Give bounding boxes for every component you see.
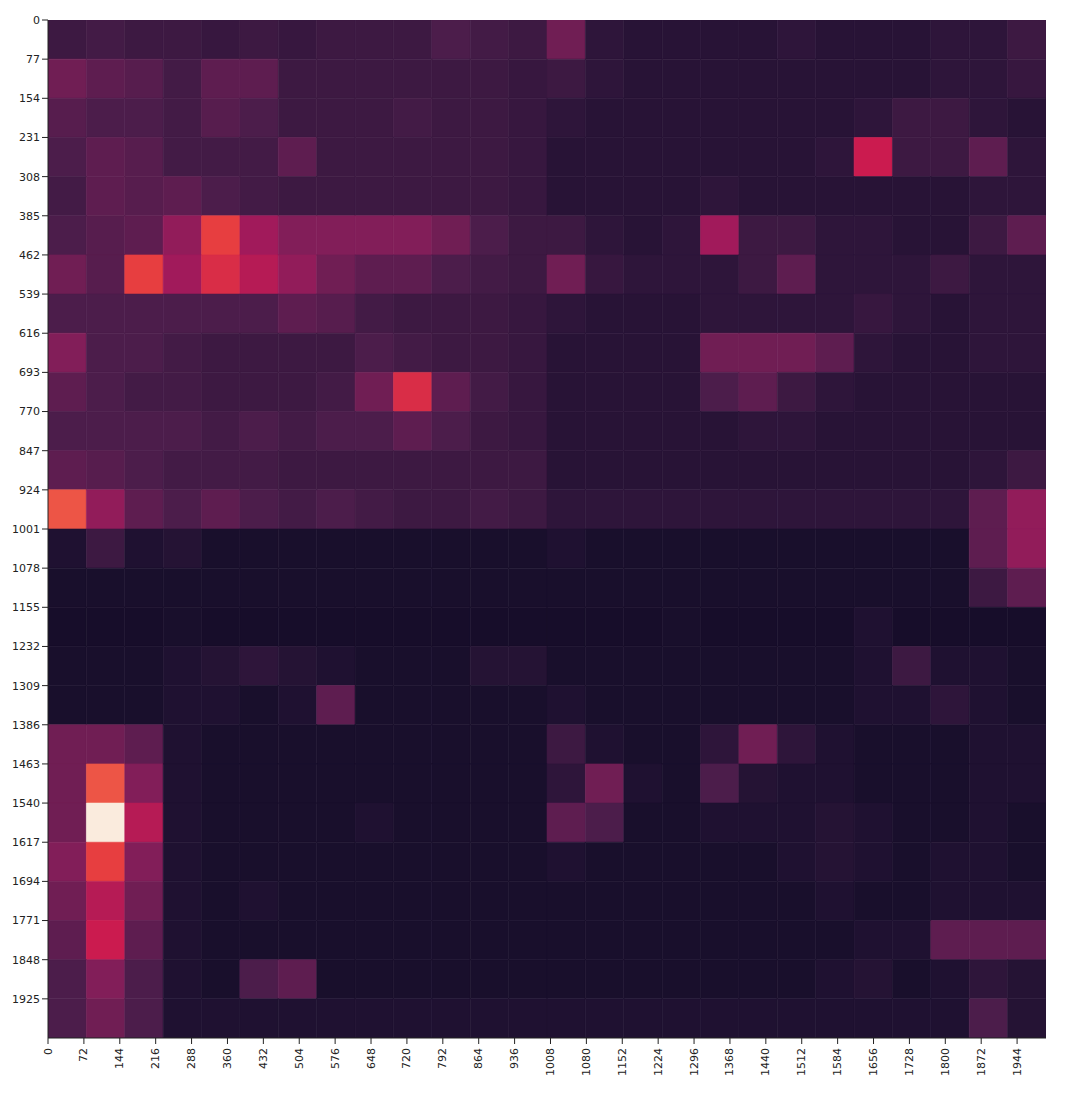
svg-text:847: 847 bbox=[19, 445, 40, 458]
svg-text:693: 693 bbox=[19, 366, 40, 379]
svg-text:1001: 1001 bbox=[12, 523, 40, 536]
svg-text:792: 792 bbox=[436, 1048, 449, 1069]
svg-text:1617: 1617 bbox=[12, 836, 40, 849]
svg-text:1872: 1872 bbox=[975, 1048, 988, 1076]
svg-text:616: 616 bbox=[19, 327, 40, 340]
svg-text:77: 77 bbox=[26, 53, 40, 66]
svg-text:576: 576 bbox=[329, 1048, 342, 1069]
svg-text:648: 648 bbox=[365, 1048, 378, 1069]
svg-text:1155: 1155 bbox=[12, 601, 40, 614]
svg-text:462: 462 bbox=[19, 249, 40, 262]
svg-text:1800: 1800 bbox=[939, 1048, 952, 1076]
svg-text:0: 0 bbox=[33, 14, 40, 27]
svg-text:216: 216 bbox=[149, 1048, 162, 1069]
svg-text:1386: 1386 bbox=[12, 719, 40, 732]
svg-text:1512: 1512 bbox=[795, 1048, 808, 1076]
svg-text:1925: 1925 bbox=[12, 993, 40, 1006]
svg-text:288: 288 bbox=[185, 1048, 198, 1069]
svg-text:924: 924 bbox=[19, 484, 40, 497]
svg-text:144: 144 bbox=[113, 1048, 126, 1069]
svg-text:360: 360 bbox=[221, 1048, 234, 1069]
svg-text:1078: 1078 bbox=[12, 562, 40, 575]
svg-text:1540: 1540 bbox=[12, 797, 40, 810]
svg-text:770: 770 bbox=[19, 405, 40, 418]
svg-text:1848: 1848 bbox=[12, 954, 40, 967]
svg-text:864: 864 bbox=[472, 1048, 485, 1069]
svg-text:1656: 1656 bbox=[867, 1048, 880, 1076]
svg-text:154: 154 bbox=[19, 92, 40, 105]
svg-text:1309: 1309 bbox=[12, 680, 40, 693]
svg-text:1584: 1584 bbox=[831, 1048, 844, 1076]
svg-text:1232: 1232 bbox=[12, 640, 40, 653]
svg-text:1368: 1368 bbox=[723, 1048, 736, 1076]
svg-text:936: 936 bbox=[508, 1048, 521, 1069]
svg-text:1944: 1944 bbox=[1011, 1048, 1024, 1076]
svg-text:0: 0 bbox=[42, 1048, 55, 1055]
svg-text:1296: 1296 bbox=[688, 1048, 701, 1076]
svg-text:72: 72 bbox=[77, 1048, 90, 1062]
svg-text:308: 308 bbox=[19, 171, 40, 184]
svg-text:1694: 1694 bbox=[12, 875, 40, 888]
svg-text:539: 539 bbox=[19, 288, 40, 301]
svg-text:1080: 1080 bbox=[580, 1048, 593, 1076]
svg-text:432: 432 bbox=[257, 1048, 270, 1069]
svg-text:1224: 1224 bbox=[652, 1048, 665, 1076]
svg-text:231: 231 bbox=[19, 131, 40, 144]
svg-text:1440: 1440 bbox=[759, 1048, 772, 1076]
svg-text:504: 504 bbox=[293, 1048, 306, 1069]
svg-text:1008: 1008 bbox=[544, 1048, 557, 1076]
svg-text:1771: 1771 bbox=[12, 914, 40, 927]
svg-text:1728: 1728 bbox=[903, 1048, 916, 1076]
svg-text:720: 720 bbox=[400, 1048, 413, 1069]
svg-text:1463: 1463 bbox=[12, 758, 40, 771]
svg-text:1152: 1152 bbox=[616, 1048, 629, 1076]
svg-text:385: 385 bbox=[19, 210, 40, 223]
